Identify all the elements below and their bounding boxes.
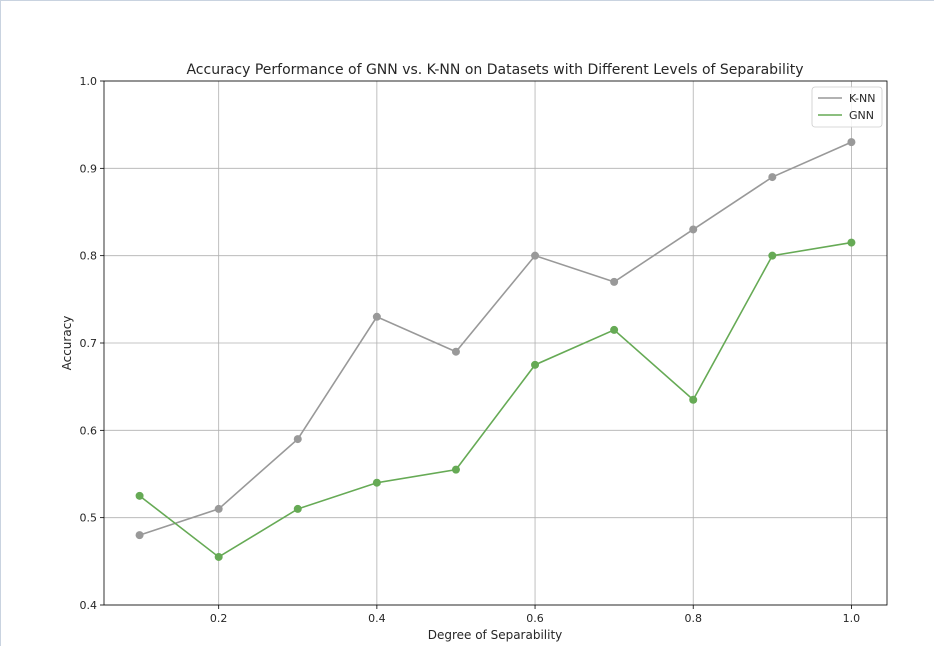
legend-label-gnn: GNN bbox=[849, 109, 874, 122]
y-tick-label: 0.6 bbox=[80, 424, 98, 437]
k-nn-point bbox=[847, 138, 856, 147]
x-tick-label: 0.4 bbox=[368, 612, 386, 625]
y-tick-label: 0.7 bbox=[80, 337, 98, 350]
gnn-point bbox=[214, 552, 223, 561]
x-tick-label: 0.8 bbox=[684, 612, 702, 625]
chart-title: Accuracy Performance of GNN vs. K-NN on … bbox=[186, 62, 803, 78]
gnn-point bbox=[689, 395, 698, 404]
x-axis-ticks: 0.2 0.4 0.6 0.8 1.0 bbox=[210, 605, 860, 625]
gnn-point bbox=[847, 238, 856, 247]
gnn-point bbox=[451, 465, 460, 474]
k-nn-point bbox=[372, 312, 381, 321]
gnn-point bbox=[768, 251, 777, 260]
k-nn-point bbox=[768, 173, 777, 182]
k-nn-point bbox=[610, 277, 619, 286]
x-tick-label: 1.0 bbox=[843, 612, 861, 625]
series-group bbox=[135, 138, 856, 561]
k-nn-point bbox=[531, 251, 540, 260]
y-tick-label: 0.4 bbox=[80, 599, 98, 612]
grid-lines bbox=[104, 80, 887, 606]
legend-label-k-nn: K-NN bbox=[849, 92, 876, 105]
k-nn-point bbox=[135, 531, 144, 540]
y-tick-label: 0.5 bbox=[80, 512, 98, 525]
gnn-point bbox=[135, 491, 144, 500]
y-axis-label: Accuracy bbox=[60, 316, 74, 371]
gnn-point bbox=[610, 325, 619, 334]
x-axis-label: Degree of Separability bbox=[428, 628, 563, 642]
gnn-line bbox=[139, 241, 852, 558]
gnn-point bbox=[293, 504, 302, 513]
x-tick-label: 0.6 bbox=[526, 612, 544, 625]
k-nn-point bbox=[451, 347, 460, 356]
y-tick-label: 0.9 bbox=[80, 162, 98, 175]
y-axis-ticks: 0.4 0.5 0.6 0.7 0.8 0.9 1.0 bbox=[80, 75, 104, 612]
gnn-point bbox=[372, 478, 381, 487]
k-nn-line bbox=[139, 141, 852, 536]
k-nn-point bbox=[689, 225, 698, 234]
k-nn-point bbox=[214, 504, 223, 513]
gnn-point bbox=[531, 360, 540, 369]
k-nn-point bbox=[293, 435, 302, 444]
y-tick-label: 0.8 bbox=[80, 250, 98, 263]
y-tick-label: 1.0 bbox=[80, 75, 98, 88]
x-tick-label: 0.2 bbox=[210, 612, 228, 625]
legend-box bbox=[811, 86, 883, 128]
legend: K-NN GNN bbox=[811, 86, 883, 128]
